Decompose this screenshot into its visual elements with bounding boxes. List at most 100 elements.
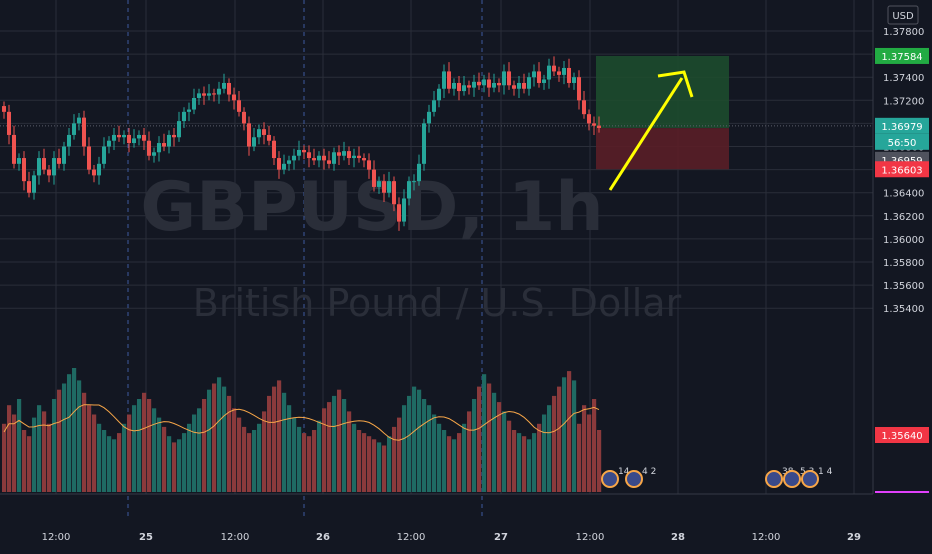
volume-bar	[422, 399, 427, 492]
volume-bar	[592, 399, 597, 492]
volume-bar	[152, 408, 157, 492]
time-tick-label: 29	[847, 532, 861, 543]
price-tick-label: 1.37400	[883, 73, 924, 84]
candle-body	[482, 79, 486, 86]
volume-bar	[7, 405, 12, 492]
volume-bar	[282, 392, 287, 492]
candle-body	[567, 67, 571, 83]
stop-price-tag: 1.36603	[881, 165, 922, 176]
candle-body	[127, 134, 131, 144]
candle-body	[412, 181, 416, 183]
volume-bar	[522, 436, 527, 492]
volume-bar	[122, 423, 127, 492]
candle-body	[472, 81, 476, 88]
volume-ma-tag: 1.35640	[881, 431, 922, 442]
volume-bar	[137, 399, 142, 492]
currency-badge[interactable]	[887, 5, 919, 25]
candle-body	[142, 134, 146, 141]
volume-bar	[197, 408, 202, 492]
candle-body	[157, 143, 161, 153]
volume-bar	[287, 405, 292, 492]
volume-bar	[387, 436, 392, 492]
volume-bar	[587, 414, 592, 492]
volume-bar	[57, 389, 62, 492]
volume-bar	[472, 399, 477, 492]
position-zones[interactable]	[0, 55, 873, 170]
candle-body	[237, 100, 241, 112]
volume-bar	[17, 399, 22, 492]
price-tick-label: 1.35800	[883, 258, 924, 269]
volume-bar	[477, 386, 482, 492]
time-axis[interactable]: 12:00 25 12:00 26 12:00 27 12:00 28 12:00 29	[0, 493, 873, 543]
candle-body	[297, 149, 301, 156]
candle-body	[357, 155, 361, 159]
candle-body	[497, 82, 501, 86]
volume-bar	[547, 405, 552, 492]
candle-body	[597, 125, 601, 129]
candle-body	[262, 129, 266, 135]
candle-body	[82, 117, 86, 147]
target-arrow[interactable]	[608, 70, 694, 191]
candle-body	[477, 81, 481, 86]
candle-body	[27, 181, 31, 193]
candle-body	[272, 140, 276, 159]
volume-bar	[302, 433, 307, 492]
candle-body	[452, 82, 456, 89]
event-flag-icon	[765, 470, 783, 488]
volume-bar	[557, 386, 562, 492]
candle-body	[522, 82, 526, 89]
volume-bar	[192, 414, 197, 492]
volume-bar	[37, 405, 42, 492]
volume-bar	[272, 386, 277, 492]
volume-bar	[262, 411, 267, 492]
candles[interactable]	[2, 56, 601, 231]
candle-body	[387, 181, 391, 193]
event-flag-icon	[783, 470, 801, 488]
candle-body	[92, 169, 96, 176]
loss-zone	[596, 128, 729, 170]
event-flag-icon	[625, 470, 643, 488]
volume-bar	[102, 430, 107, 492]
candle-body	[372, 169, 376, 187]
profit-zone	[596, 55, 729, 129]
candle-body	[7, 111, 11, 135]
candle-body	[322, 155, 326, 161]
price-axis[interactable]: USD 1.378001.376001.374001.372001.370001…	[872, 0, 932, 550]
candle-body	[287, 160, 291, 164]
price-tick-label: 1.36200	[883, 212, 924, 223]
volume-bar	[367, 436, 372, 492]
candle-body	[277, 158, 281, 170]
candle-body	[227, 82, 231, 95]
event-badges[interactable]: 144 2385 31 4	[601, 467, 833, 488]
volume-bar	[52, 399, 57, 492]
candle-body	[132, 138, 136, 144]
candle-body	[422, 123, 426, 164]
candle-body	[312, 158, 316, 161]
candle-body	[332, 152, 336, 164]
volume-bar	[577, 423, 582, 492]
volume-bars	[2, 368, 602, 492]
candle-body	[197, 93, 201, 98]
volume-bar	[92, 414, 97, 492]
candle-body	[122, 134, 126, 138]
volume-ma-tag-bg	[875, 427, 929, 443]
candle-body	[257, 129, 261, 138]
volume-bar	[487, 383, 492, 492]
price-tick-label: 1.37800	[883, 27, 924, 38]
candle-body	[437, 88, 441, 101]
volume-bar	[552, 395, 557, 492]
candle-body	[222, 82, 226, 89]
volume-bar	[182, 433, 187, 492]
volume-bar	[527, 439, 532, 492]
volume-bar	[97, 423, 102, 492]
volume-bar	[42, 411, 47, 492]
candle-body	[517, 82, 521, 89]
volume-bar	[112, 439, 117, 492]
price-tick-label: 1.36400	[883, 189, 924, 200]
volume-bar	[357, 430, 362, 492]
candle-body	[72, 123, 76, 135]
watermark-name: British Pound / U.S. Dollar	[193, 281, 682, 325]
volume-bar	[432, 414, 437, 492]
